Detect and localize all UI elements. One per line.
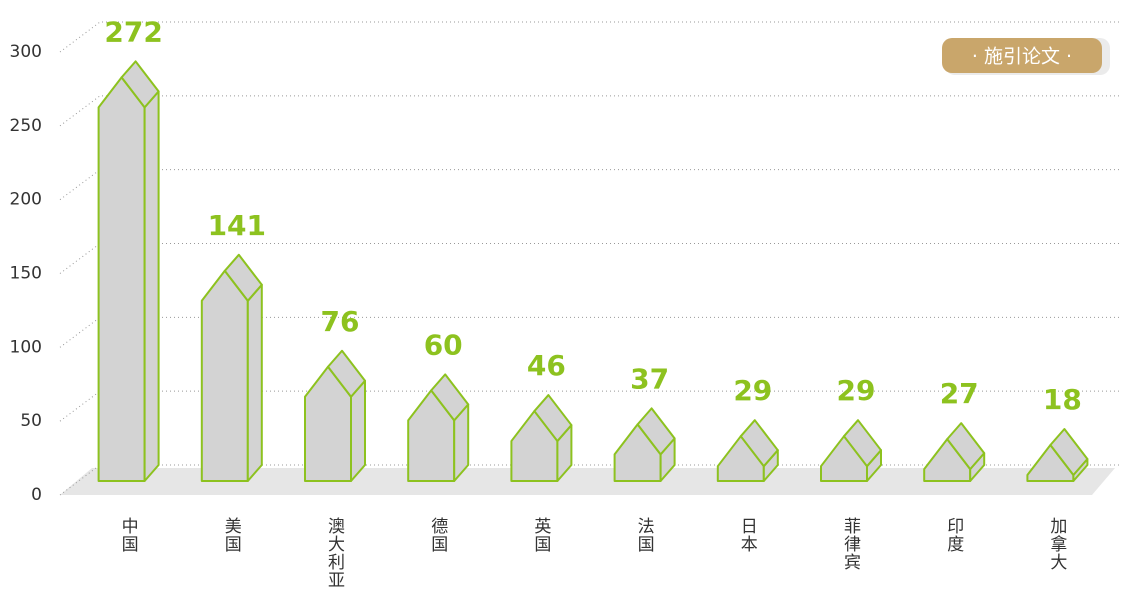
x-tick-label: 印度 xyxy=(943,517,964,553)
x-tick-label: 法国 xyxy=(634,517,655,553)
bar xyxy=(1027,429,1087,481)
value-label: 27 xyxy=(940,377,979,410)
value-label: 46 xyxy=(527,349,566,382)
bar-side xyxy=(248,285,262,481)
y-tick-label: 0 xyxy=(31,485,42,505)
x-tick-label: 美国 xyxy=(221,517,242,553)
x-tick-label: 日本 xyxy=(737,517,758,553)
y-tick-label: 300 xyxy=(10,42,42,62)
value-label: 37 xyxy=(630,362,669,395)
badge-text: · 施引论文 · xyxy=(972,46,1072,68)
value-label: 272 xyxy=(104,15,162,48)
bar xyxy=(305,351,365,481)
y-tick-label: 50 xyxy=(20,411,42,431)
bar xyxy=(615,408,675,481)
bar-side xyxy=(145,91,159,481)
y-tick-label: 150 xyxy=(10,264,42,284)
x-tick-label: 菲律宾 xyxy=(840,517,861,571)
bar-front xyxy=(202,271,248,481)
bar xyxy=(821,420,881,481)
y-tick-label: 100 xyxy=(10,337,42,357)
value-label: 76 xyxy=(321,305,360,338)
value-label: 29 xyxy=(837,374,876,407)
bar xyxy=(99,61,159,481)
grid-line xyxy=(60,244,1122,274)
x-tick-label: 澳大利亚 xyxy=(324,517,345,589)
bar xyxy=(202,255,262,481)
chart: · 施引论文 · 0 50 100 150 200 250 300 中国 272 美国 141 澳大利… xyxy=(0,0,1122,600)
y-tick-label: 200 xyxy=(10,190,42,210)
grid-line xyxy=(60,170,1122,200)
y-tick-label: 250 xyxy=(10,116,42,136)
value-label: 141 xyxy=(208,209,266,242)
bar xyxy=(408,374,468,481)
value-label: 18 xyxy=(1043,383,1082,416)
x-tick-label: 德国 xyxy=(427,517,448,553)
value-label: 60 xyxy=(424,328,463,361)
bar xyxy=(718,420,778,481)
bar xyxy=(924,423,984,481)
bar xyxy=(511,395,571,481)
bar-front xyxy=(99,77,145,481)
value-label: 29 xyxy=(733,374,772,407)
x-tick-label: 加拿大 xyxy=(1046,517,1067,571)
x-tick-label: 英国 xyxy=(530,517,551,553)
grid-line xyxy=(60,96,1122,126)
x-tick-label: 中国 xyxy=(118,517,138,553)
